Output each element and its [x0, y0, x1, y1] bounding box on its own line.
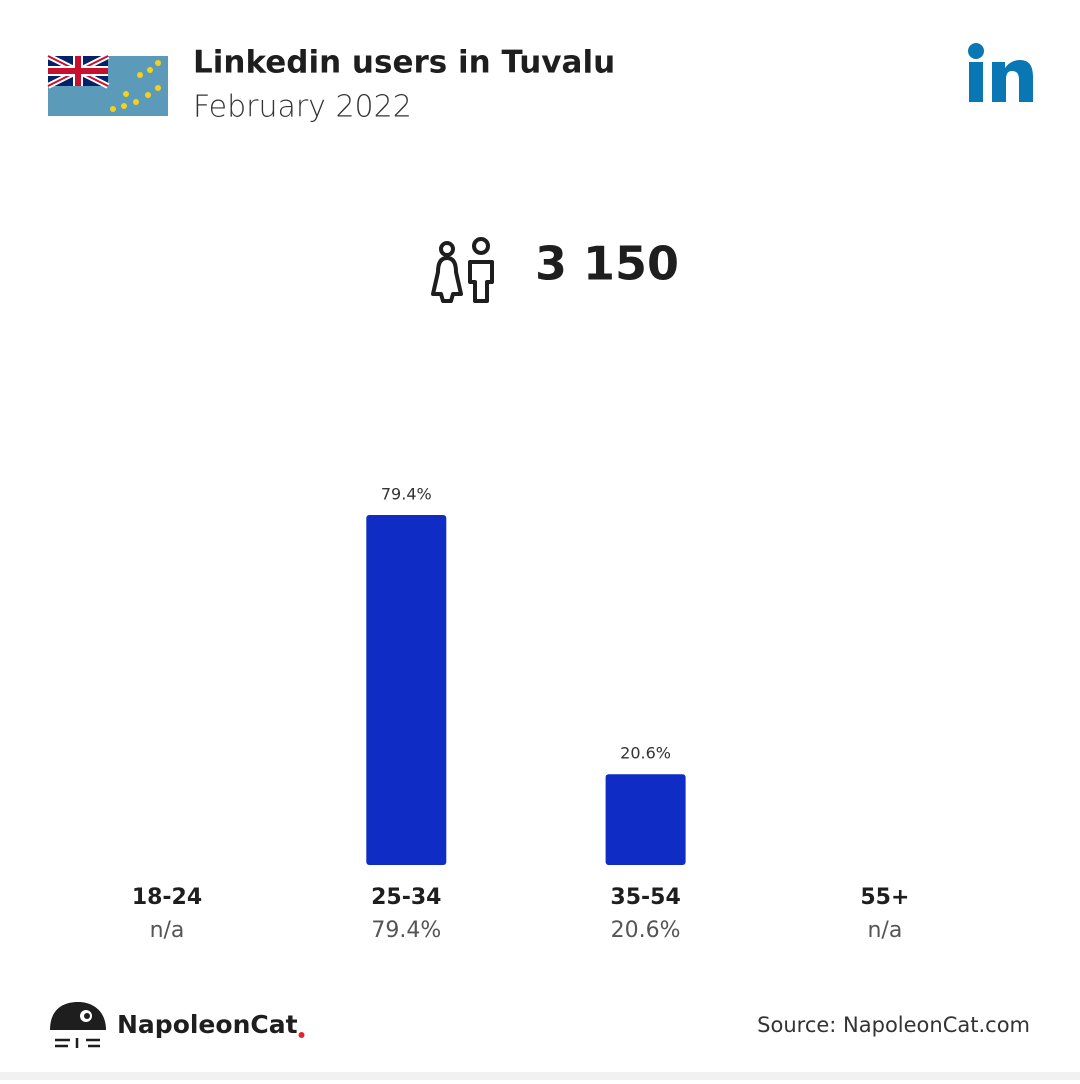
brand-logo: [50, 1002, 106, 1048]
source: Source: NapoleonCat.com: [757, 1013, 1030, 1037]
users-icon: [431, 237, 494, 303]
brand-name: NapoleonCat: [117, 1010, 298, 1039]
bar-label: 79.4%: [381, 485, 432, 504]
linkedin-logo: [968, 43, 1033, 102]
category-label: 35-54: [610, 885, 680, 910]
value-label: n/a: [867, 918, 902, 943]
total-users: 3 150: [535, 237, 679, 291]
flag: [46, 53, 168, 116]
bar-label: 20.6%: [620, 744, 671, 763]
value-label: 20.6%: [611, 918, 681, 943]
category-label: 18-24: [132, 885, 202, 910]
value-label: n/a: [150, 918, 185, 943]
brand-dot: [298, 1032, 305, 1038]
category-label: 55+: [860, 885, 909, 910]
value-label: 79.4%: [371, 918, 441, 943]
bar: [366, 515, 447, 865]
footer-strip: [0, 1072, 1080, 1080]
subtitle: February 2022: [193, 90, 412, 125]
title: Linkedin users in Tuvalu: [193, 45, 615, 81]
category-label: 25-34: [371, 885, 441, 910]
bar: [605, 774, 686, 865]
